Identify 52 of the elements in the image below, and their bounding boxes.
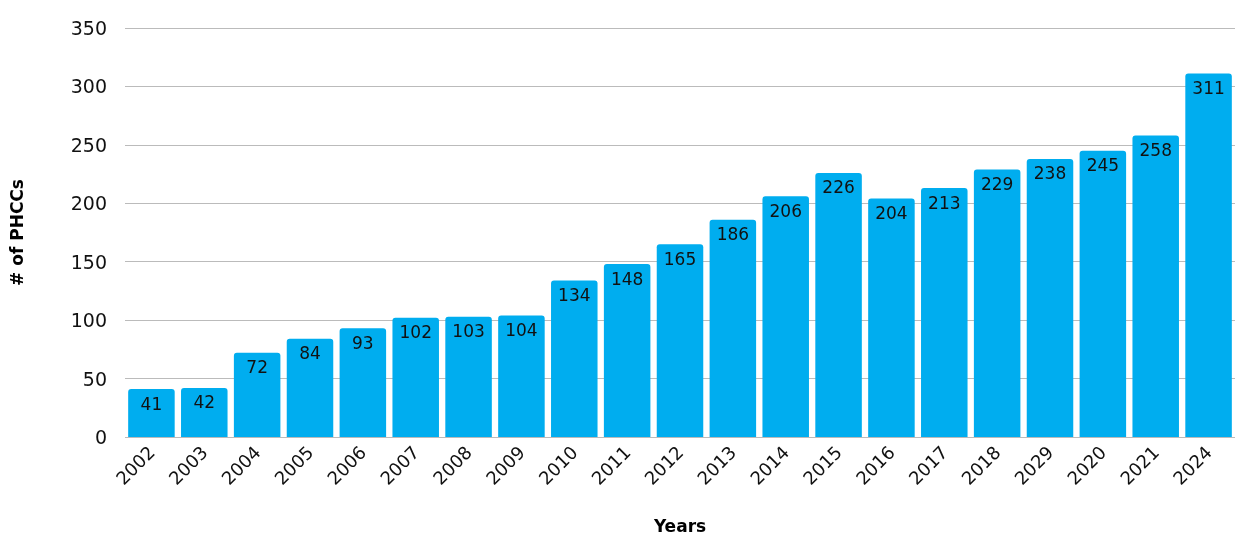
- bar: [973, 169, 1021, 437]
- data-label: 204: [875, 203, 908, 224]
- bar: [233, 352, 281, 437]
- data-label: 41: [140, 393, 163, 414]
- bar: [656, 244, 704, 437]
- data-label: 206: [769, 200, 802, 221]
- bar: [445, 316, 492, 437]
- data-label: 311: [1192, 78, 1225, 99]
- bar: [709, 219, 757, 437]
- y-tick-label: 300: [70, 75, 107, 98]
- y-tick-label: 0: [94, 426, 107, 448]
- bar: [498, 315, 545, 437]
- data-label: 102: [399, 322, 432, 343]
- data-label: 84: [299, 343, 321, 364]
- bar: [868, 198, 915, 437]
- bar: [128, 389, 175, 437]
- bar: [551, 280, 598, 437]
- data-label: 72: [246, 357, 268, 378]
- y-tick-label: 250: [70, 133, 107, 156]
- y-tick-label: 350: [70, 17, 107, 39]
- bar: [762, 196, 809, 437]
- y-axis-title: # of PHCCs: [6, 179, 27, 286]
- x-axis-title: Years: [652, 515, 707, 536]
- data-label: 93: [352, 332, 374, 353]
- data-label: 165: [663, 248, 697, 269]
- y-tick-label: 150: [70, 250, 107, 273]
- bar: [1132, 135, 1179, 437]
- y-tick-label: 200: [70, 192, 107, 215]
- data-label: 103: [452, 321, 485, 342]
- bar: [1185, 73, 1232, 437]
- data-label: 213: [928, 192, 961, 213]
- data-label: 186: [716, 224, 750, 245]
- bar: [181, 387, 228, 437]
- bar: [392, 317, 439, 437]
- data-label: 238: [1033, 163, 1067, 184]
- data-label: 104: [505, 319, 538, 340]
- data-label: 42: [193, 392, 216, 413]
- bar: [1079, 150, 1127, 437]
- bar: [339, 328, 387, 437]
- bar: [1026, 158, 1074, 437]
- bar: [286, 338, 334, 437]
- bar: [815, 172, 862, 437]
- data-label: 226: [822, 177, 855, 198]
- bar: [921, 188, 968, 437]
- data-label: 245: [1086, 155, 1120, 176]
- data-label: 229: [980, 173, 1014, 194]
- data-label: 148: [610, 268, 644, 289]
- y-tick-label: 50: [82, 367, 107, 390]
- y-tick-label: 100: [70, 309, 107, 332]
- bar: [603, 264, 651, 437]
- data-label: 258: [1139, 140, 1172, 161]
- data-label: 134: [558, 284, 591, 305]
